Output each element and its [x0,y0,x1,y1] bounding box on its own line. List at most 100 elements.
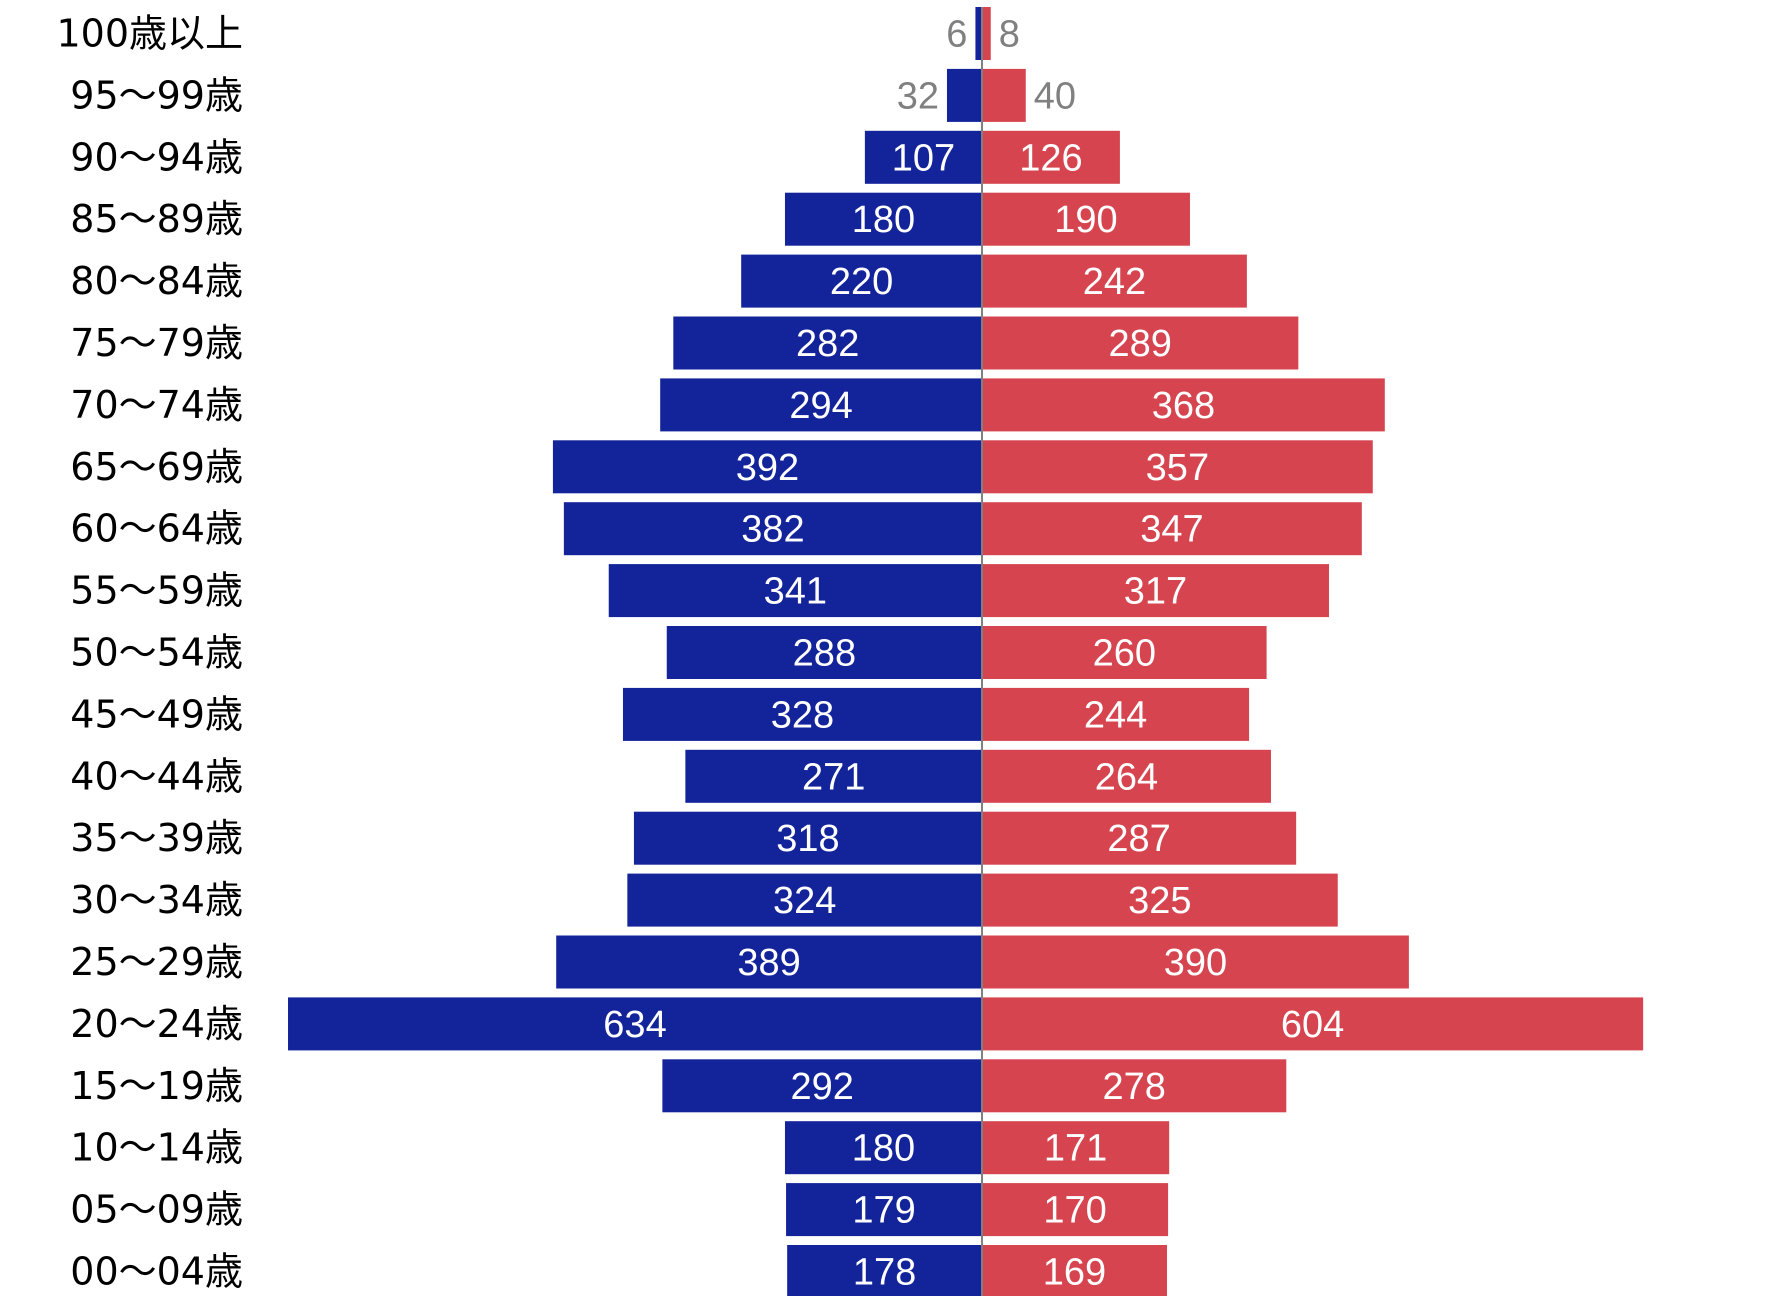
bar-right-18 [982,1121,1170,1175]
value-label-left-11: 328 [771,694,834,736]
value-label-left-5: 282 [796,323,859,365]
value-label-right-18: 171 [1044,1128,1107,1170]
bar-right-16 [982,997,1644,1051]
bar-left-20 [787,1245,982,1296]
category-label-1: 95～99歳 [70,73,243,117]
bar-right-2 [982,130,1120,184]
bar-left-15 [556,935,982,989]
bar-left-16 [288,997,982,1051]
bar-right-1 [982,68,1026,122]
bar-right-20 [982,1245,1167,1296]
value-label-right-12: 264 [1095,756,1158,798]
category-label-2: 90～94歳 [70,135,243,179]
value-label-right-2: 126 [1019,137,1082,179]
category-label-8: 60～64歳 [70,507,243,551]
bar-left-9 [608,564,982,618]
value-label-left-20: 178 [853,1252,916,1294]
bar-left-5 [673,316,982,370]
bar-left-3 [784,192,982,246]
value-label-right-15: 390 [1164,942,1227,984]
value-label-right-16: 604 [1281,1004,1344,1046]
value-label-left-12: 271 [802,756,865,798]
bar-right-10 [982,626,1267,679]
value-label-right-0: 8 [999,14,1020,56]
category-label-16: 20～24歳 [70,1002,243,1046]
bar-left-19 [786,1183,982,1237]
bar-right-7 [982,440,1373,494]
category-label-19: 05～09歳 [70,1188,243,1232]
bar-right-13 [982,811,1297,865]
bar-right-17 [982,1059,1287,1113]
bar-right-14 [982,873,1338,927]
bar-left-13 [633,811,982,865]
bar-right-4 [982,254,1247,308]
bar-right-11 [982,687,1250,741]
bar-right-0 [982,7,991,60]
value-label-right-1: 40 [1034,75,1076,117]
value-label-left-1: 32 [897,75,939,117]
value-label-left-2: 107 [892,137,955,179]
value-label-right-19: 170 [1043,1190,1106,1232]
value-label-left-10: 288 [793,633,856,675]
category-label-14: 30～34歳 [70,878,243,922]
value-label-left-8: 382 [741,509,804,551]
bar-left-18 [784,1121,982,1175]
value-label-right-10: 260 [1093,633,1156,675]
bar-left-10 [666,626,982,679]
bar-left-7 [552,440,982,494]
bar-right-12 [982,749,1271,803]
value-label-left-4: 220 [830,261,893,303]
category-label-9: 55～59歳 [70,569,243,613]
value-label-left-15: 389 [737,942,800,984]
bar-left-17 [662,1059,982,1113]
bar-left-6 [660,378,982,432]
value-label-right-3: 190 [1054,199,1117,241]
category-label-10: 50～54歳 [70,631,243,675]
category-label-17: 15～19歳 [70,1064,243,1108]
bar-left-8 [563,502,982,556]
value-label-left-13: 318 [776,818,839,860]
value-label-right-17: 278 [1102,1066,1165,1108]
value-label-right-9: 317 [1124,571,1187,613]
bar-left-0 [975,7,982,60]
bar-right-3 [982,192,1190,246]
value-label-left-18: 180 [852,1128,915,1170]
value-label-left-3: 180 [852,199,915,241]
category-label-7: 65～69歳 [70,445,243,489]
value-label-right-8: 347 [1140,509,1203,551]
value-label-left-9: 341 [764,571,827,613]
bar-right-6 [982,378,1385,432]
value-label-right-11: 244 [1084,694,1147,736]
value-label-left-6: 294 [789,385,852,427]
value-label-right-7: 357 [1146,447,1209,489]
bar-right-15 [982,935,1409,989]
bar-left-14 [627,873,982,927]
category-label-0: 100歳以上 [56,12,243,56]
bar-left-1 [946,68,982,122]
bar-left-2 [864,130,982,184]
value-label-left-16: 634 [603,1004,666,1046]
category-label-5: 75～79歳 [70,321,243,365]
bar-right-9 [982,564,1329,618]
bar-left-4 [741,254,982,308]
value-label-left-0: 6 [946,14,967,56]
value-label-right-4: 242 [1083,261,1146,303]
value-label-right-5: 289 [1108,323,1171,365]
value-labels: 6 8 32 40 107 126 180 190 220 242 282 289 294 368 392 3… [603,14,1344,1294]
category-label-6: 70～74歳 [70,383,243,427]
value-label-left-17: 292 [790,1066,853,1108]
category-labels: 100歳以上 95～99歳 90～94歳 85～89歳 80～84歳 75～79歳 70～7… [56,12,243,1294]
value-label-right-13: 287 [1107,818,1170,860]
category-label-13: 35～39歳 [70,816,243,860]
value-label-left-14: 324 [773,880,836,922]
series-left-bars [288,7,982,1296]
category-label-3: 85～89歳 [70,197,243,241]
category-label-11: 45～49歳 [70,692,243,736]
value-label-right-20: 169 [1043,1252,1106,1294]
value-label-left-7: 392 [736,447,799,489]
category-label-18: 10～14歳 [70,1126,243,1170]
bar-right-19 [982,1183,1169,1237]
value-label-right-14: 325 [1128,880,1191,922]
bar-left-11 [622,687,982,741]
